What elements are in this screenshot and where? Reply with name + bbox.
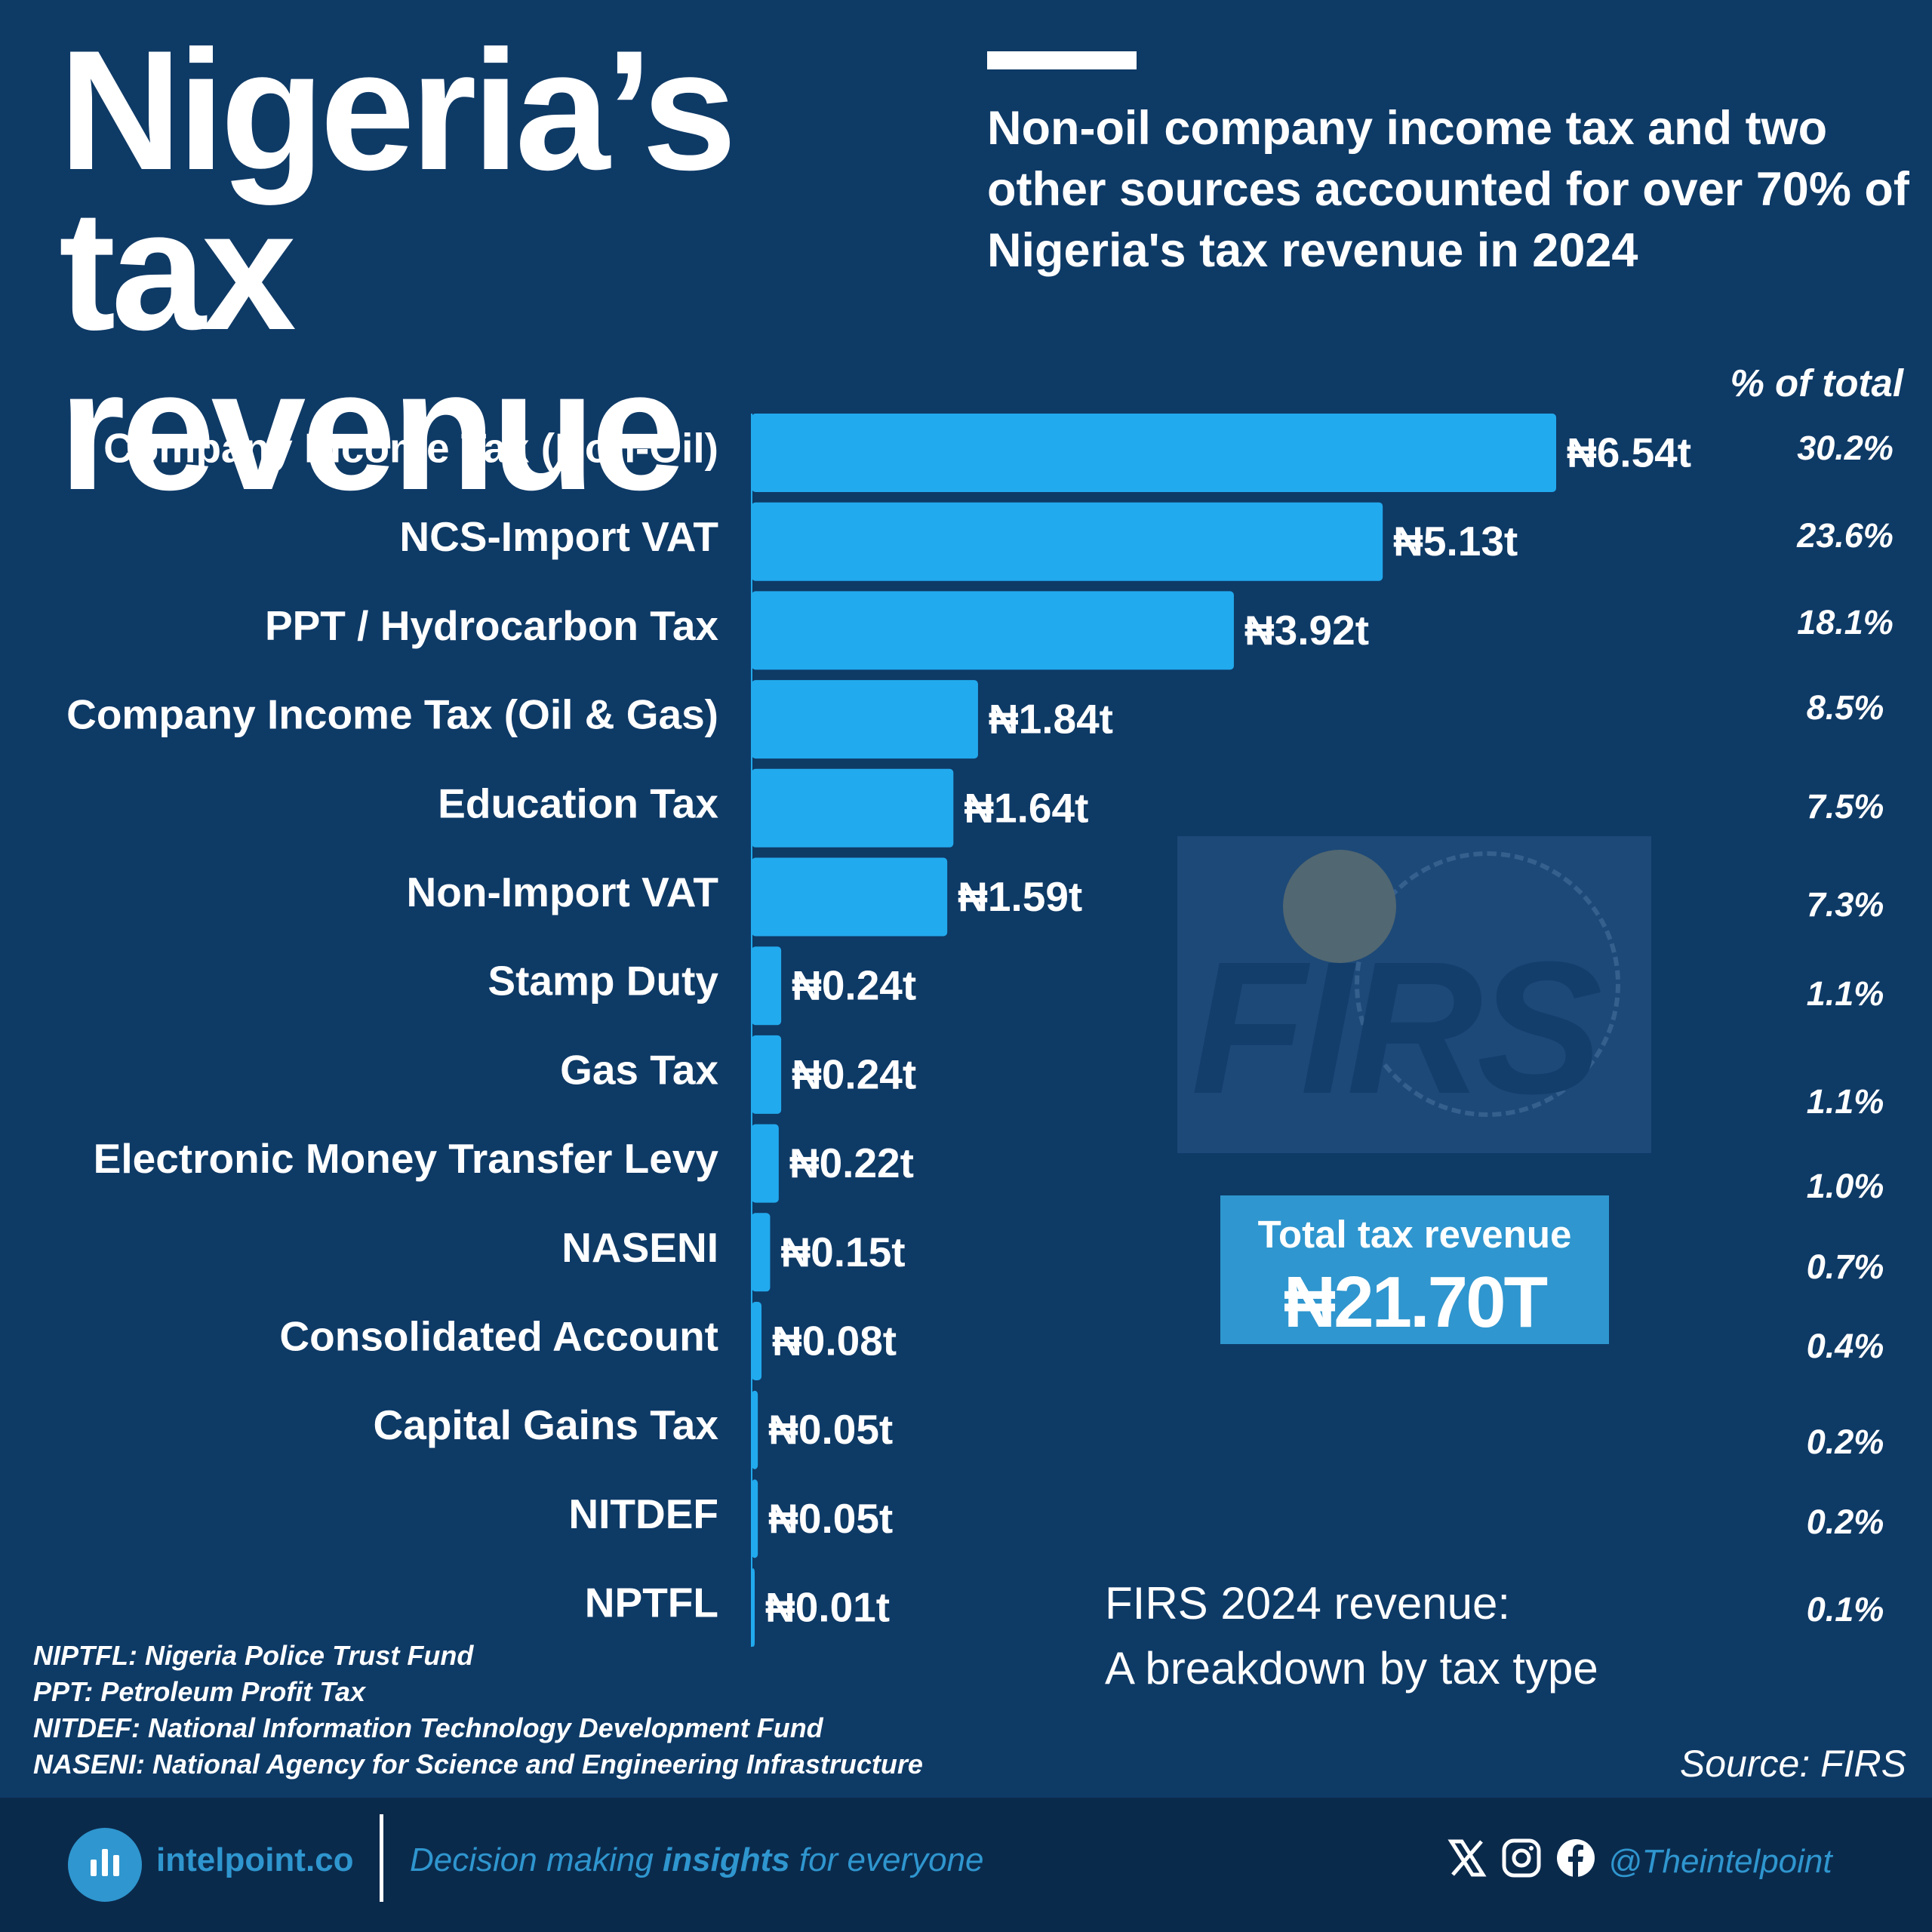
bar [752,414,1556,492]
percent-label: 7.3% [1807,885,1884,924]
category-label: Education Tax [438,780,718,826]
social-handle[interactable]: @Theintelpoint [1608,1843,1832,1880]
value-label: ₦6.54t [1567,429,1691,476]
coat-of-arms-icon [1283,850,1396,963]
tagline: Decision making insights for everyone [410,1841,984,1879]
category-label: NASENI [561,1224,718,1271]
percent-label: 18.1% [1797,603,1894,641]
value-label: ₦0.22t [789,1140,914,1186]
tagline-bold: insights [663,1841,790,1878]
brand-link[interactable]: intelpoint.co [156,1841,354,1878]
percent-label: 8.5% [1807,688,1884,727]
bar [752,1035,782,1114]
percent-label: 1.0% [1807,1167,1884,1205]
bar [752,680,978,759]
bar [752,502,1383,581]
category-label: PPT / Hydrocarbon Tax [265,602,718,649]
category-label: Consolidated Account [279,1313,718,1360]
x-icon[interactable] [1445,1837,1487,1879]
category-label: NCS-Import VAT [399,513,718,560]
percent-label: 0.2% [1807,1423,1884,1461]
footer-divider [380,1814,383,1902]
value-label: ₦0.01t [765,1584,890,1631]
percent-label: 0.2% [1807,1503,1884,1541]
category-label: Gas Tax [560,1046,718,1093]
category-label: Electronic Money Transfer Levy [94,1135,719,1182]
percent-label: 0.4% [1807,1327,1884,1365]
facebook-icon[interactable] [1555,1837,1597,1879]
bar [752,1390,758,1469]
seal-ring [1355,851,1620,1117]
value-label: ₦0.05t [768,1406,893,1453]
bar-chart-logo-icon[interactable] [68,1828,142,1902]
bar [752,1568,755,1647]
bar [752,1302,762,1380]
value-label: ₦5.13t [1393,518,1518,565]
glossary-item: NIPTFL: Nigeria Police Trust Fund [33,1640,474,1671]
percent-label: 7.5% [1807,787,1884,826]
category-label: Stamp Duty [488,958,718,1004]
category-label: NPTFL [585,1580,718,1626]
bar [752,1479,758,1558]
percent-label: 1.1% [1807,974,1884,1013]
caption-line-2: A breakdown by tax type [1105,1643,1598,1694]
subtitle: Non-oil company income tax and two other… [987,102,1909,277]
tagline-pre: Decision making [410,1841,663,1878]
instagram-icon[interactable] [1500,1837,1543,1879]
firs-seal-watermark: FIRS [1177,836,1651,1153]
bar [752,1213,771,1292]
total-label: Total tax revenue [1257,1213,1572,1256]
value-label: ₦3.92t [1244,607,1369,654]
percent-column-header: % of total [1730,361,1903,405]
value-label: ₦0.05t [768,1495,893,1542]
glossary-item: NASENI: National Agency for Science and … [33,1749,923,1780]
percent-label: 23.6% [1796,516,1894,555]
value-label: ₦1.84t [989,696,1113,743]
source-note: Source: FIRS [1679,1743,1906,1785]
glossary: NIPTFL: Nigeria Police Trust Fund PPT: P… [33,1638,923,1783]
tagline-post: for everyone [789,1841,984,1878]
value-label: ₦0.24t [792,962,916,1009]
chart-caption: FIRS 2024 revenue: A breakdown by tax ty… [1105,1571,1598,1701]
caption-line-1: FIRS 2024 revenue: [1105,1578,1510,1629]
title-line-2: tax revenue [59,174,686,525]
bar [752,1124,779,1203]
value-label: ₦0.15t [780,1229,905,1275]
category-label: Company Income Tax (Oil & Gas) [66,691,718,738]
page-title: Nigeria’s tax revenue [59,14,927,525]
value-label: ₦1.64t [964,784,1088,831]
total-revenue-box: Total tax revenue ₦21.70T [1220,1195,1609,1344]
percent-label: 1.1% [1807,1082,1884,1121]
percent-label: 0.7% [1807,1247,1884,1286]
bar [752,946,782,1026]
percent-label: 0.1% [1807,1590,1884,1629]
value-label: ₦0.08t [772,1318,897,1364]
title-line-1: Nigeria’s [59,14,737,205]
bar [752,768,954,848]
value-label: ₦0.24t [792,1051,916,1097]
category-label: Non-Import VAT [407,869,718,915]
glossary-item: NITDEF: National Information Technology … [33,1712,823,1743]
total-value: ₦21.70T [1283,1262,1548,1343]
value-label: ₦1.59t [958,873,1082,920]
bar-chart: Company Income Tax (Non-Oil) ₦6.54t 30.2% N… [66,414,1894,1647]
bar [752,591,1234,670]
firs-logo: FIRS [1191,922,1602,1133]
percent-label: 30.2% [1797,429,1894,467]
category-label: Company Income Tax (Non-Oil) [103,425,718,472]
subtitle-accent-bar [987,51,1137,69]
category-label: NITDEF [568,1491,718,1537]
category-label: Capital Gains Tax [374,1401,719,1448]
bar [752,857,948,937]
glossary-item: PPT: Petroleum Profit Tax [33,1676,366,1707]
footer: intelpoint.co Decision making insights f… [0,1798,1932,1932]
